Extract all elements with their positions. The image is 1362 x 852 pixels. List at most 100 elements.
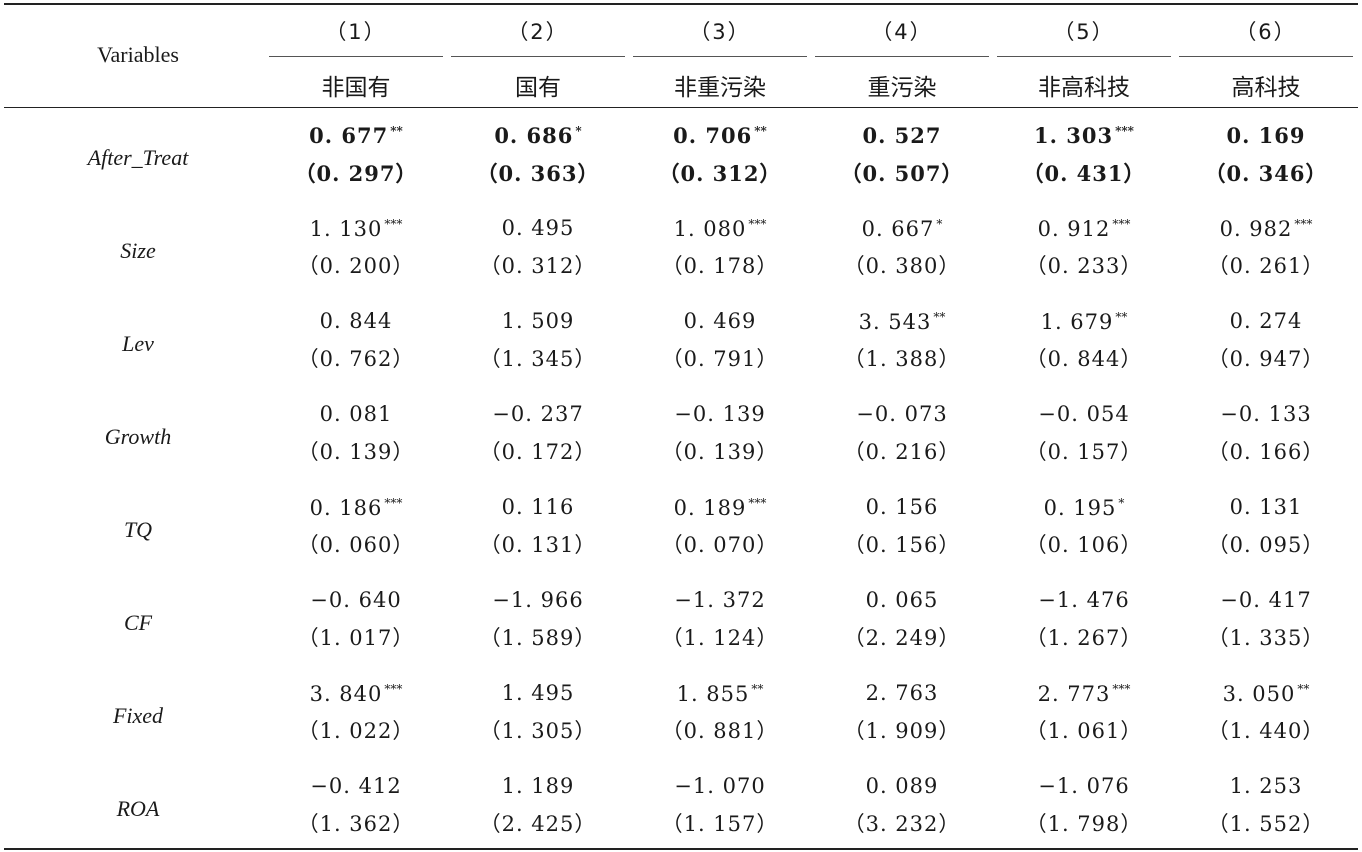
variable-name: TQ <box>123 517 153 542</box>
standard-error-cell: （2. 249） <box>843 626 961 650</box>
coefficient-value: −1. 476 <box>1038 588 1130 612</box>
standard-error-cell: （0. 157） <box>1025 440 1143 464</box>
coefficient-cell: 3. 050 ** <box>1176 683 1356 705</box>
standard-error-cell: （0. 947） <box>1207 347 1325 371</box>
coefficient-cell: −1. 372 <box>630 590 810 611</box>
significance-stars: *** <box>384 217 403 231</box>
coefficient-value: 1. 080 <box>673 217 747 241</box>
variable-name: Size <box>120 238 156 263</box>
coefficient-value: −0. 054 <box>1038 402 1130 426</box>
standard-error-cell: （0. 131） <box>479 533 597 557</box>
coefficient-cell: 1. 303 *** <box>994 125 1174 146</box>
column-subrule-3 <box>633 56 807 57</box>
significance-stars: * <box>575 124 582 138</box>
column-name-1: 非国有 <box>321 75 391 101</box>
significance-stars: *** <box>1115 124 1134 138</box>
coefficient-value: 0. 677 <box>309 123 389 148</box>
significance-stars: *** <box>1294 217 1313 231</box>
table-bottom-rule <box>4 848 1358 850</box>
coefficient-value: 1. 679 <box>1040 310 1114 334</box>
standard-error-cell: （0. 095） <box>1207 533 1325 557</box>
coefficient-value: 0. 844 <box>319 309 393 333</box>
variables-header: Variables <box>97 42 179 67</box>
coefficient-value: −1. 070 <box>674 774 766 798</box>
significance-stars: *** <box>384 496 403 510</box>
standard-error-cell: （0. 216） <box>843 440 961 464</box>
coefficient-cell: 1. 495 <box>448 683 628 704</box>
table-top-rule <box>4 3 1358 5</box>
coefficient-cell: 0. 169 <box>1176 125 1356 146</box>
standard-error-cell: （0. 431） <box>1022 161 1146 186</box>
standard-error-cell: （1. 305） <box>479 719 597 743</box>
coefficient-cell: −0. 417 <box>1176 590 1356 611</box>
significance-stars: * <box>1118 496 1125 510</box>
coefficient-cell: −1. 476 <box>994 590 1174 611</box>
coefficient-cell: 0. 116 <box>448 497 628 518</box>
coefficient-cell: 3. 840 *** <box>266 683 446 705</box>
coefficient-value: 0. 186 <box>309 496 383 520</box>
coefficient-cell: −1. 076 <box>994 776 1174 797</box>
variable-name: Fixed <box>112 703 164 728</box>
standard-error-cell: （0. 346） <box>1204 161 1328 186</box>
coefficient-value: −0. 237 <box>492 402 584 426</box>
coefficient-value: −1. 372 <box>674 588 766 612</box>
standard-error-cell: （0. 106） <box>1025 533 1143 557</box>
coefficient-value: 0. 169 <box>1226 123 1306 148</box>
standard-error-cell: （1. 017） <box>297 626 415 650</box>
coefficient-cell: 0. 912 *** <box>994 218 1174 240</box>
column-name-5: 非高科技 <box>1038 75 1130 101</box>
column-name-4: 重污染 <box>867 75 937 101</box>
standard-error-cell: （2. 425） <box>479 812 597 836</box>
coefficient-cell: 0. 189 *** <box>630 497 810 519</box>
standard-error-cell: （0. 139） <box>661 440 779 464</box>
column-subrule-6 <box>1179 56 1353 57</box>
coefficient-value: 0. 065 <box>865 588 939 612</box>
significance-stars: * <box>936 217 943 231</box>
table-header-rule <box>4 107 1358 108</box>
coefficient-cell: 0. 065 <box>812 590 992 611</box>
significance-stars: *** <box>748 217 767 231</box>
standard-error-cell: （0. 791） <box>661 347 779 371</box>
coefficient-value: 1. 855 <box>676 682 750 706</box>
column-subrule-2 <box>451 56 625 57</box>
standard-error-cell: （0. 070） <box>661 533 779 557</box>
coefficient-value: −0. 412 <box>310 774 402 798</box>
standard-error-cell: （0. 178） <box>661 254 779 278</box>
coefficient-cell: −1. 070 <box>630 776 810 797</box>
standard-error-cell: （1. 157） <box>661 812 779 836</box>
standard-error-cell: （0. 363） <box>476 161 600 186</box>
standard-error-cell: （1. 798） <box>1025 812 1143 836</box>
coefficient-value: 1. 509 <box>501 309 575 333</box>
coefficient-cell: 0. 195 * <box>994 497 1174 519</box>
coefficient-value: 1. 303 <box>1034 123 1114 148</box>
coefficient-cell: 3. 543 ** <box>812 311 992 333</box>
column-name-6: 高科技 <box>1231 75 1301 101</box>
standard-error-cell: （1. 061） <box>1025 719 1143 743</box>
coefficient-cell: 0. 982 *** <box>1176 218 1356 240</box>
coefficient-value: 0. 469 <box>683 309 757 333</box>
coefficient-cell: 2. 763 <box>812 683 992 704</box>
coefficient-cell: 0. 131 <box>1176 497 1356 518</box>
coefficient-cell: 1. 509 <box>448 311 628 332</box>
coefficient-value: 2. 763 <box>865 681 939 705</box>
coefficient-value: 0. 667 <box>861 217 935 241</box>
coefficient-value: −0. 417 <box>1220 588 1312 612</box>
coefficient-cell: 0. 667 * <box>812 218 992 240</box>
coefficient-value: 0. 527 <box>862 123 942 148</box>
coefficient-cell: −0. 412 <box>266 776 446 797</box>
coefficient-value: 1. 130 <box>309 217 383 241</box>
coefficient-value: 3. 543 <box>858 310 932 334</box>
standard-error-cell: （1. 345） <box>479 347 597 371</box>
coefficient-value: 0. 495 <box>501 216 575 240</box>
standard-error-cell: （0. 507） <box>840 161 964 186</box>
coefficient-cell: 0. 469 <box>630 311 810 332</box>
coefficient-cell: 1. 080 *** <box>630 218 810 240</box>
standard-error-cell: （0. 139） <box>297 440 415 464</box>
significance-stars: ** <box>1115 310 1128 324</box>
coefficient-value: 0. 274 <box>1229 309 1303 333</box>
standard-error-cell: （0. 881） <box>661 719 779 743</box>
standard-error-cell: （0. 844） <box>1025 347 1143 371</box>
column-number-6: （6） <box>1235 20 1297 44</box>
variable-name: Growth <box>104 424 172 449</box>
standard-error-cell: （1. 589） <box>479 626 597 650</box>
